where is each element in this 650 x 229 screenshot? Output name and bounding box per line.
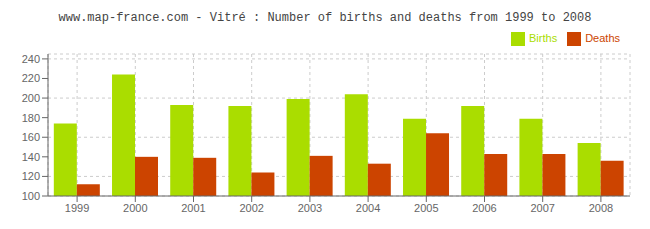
svg-text:180: 180	[22, 112, 40, 124]
svg-text:200: 200	[22, 92, 40, 104]
svg-text:160: 160	[22, 131, 40, 143]
svg-text:140: 140	[22, 151, 40, 163]
svg-text:2001: 2001	[181, 202, 205, 214]
svg-text:1999: 1999	[65, 202, 89, 214]
svg-text:2005: 2005	[414, 202, 438, 214]
svg-text:2003: 2003	[298, 202, 322, 214]
svg-text:2002: 2002	[239, 202, 263, 214]
svg-text:2004: 2004	[356, 202, 380, 214]
svg-text:120: 120	[22, 170, 40, 182]
svg-text:2000: 2000	[123, 202, 147, 214]
html-text:Births: Births	[529, 32, 558, 44]
svg-text:2008: 2008	[589, 202, 613, 214]
svg-text:100: 100	[22, 190, 40, 202]
html-text:www.map-france.com - Vitré : N: www.map-france.com - Vitré : Number of b…	[58, 11, 592, 25]
svg-text:2006: 2006	[472, 202, 496, 214]
svg-text:2007: 2007	[530, 202, 554, 214]
html-text:Deaths: Deaths	[585, 32, 620, 44]
svg-text:240: 240	[22, 53, 40, 65]
svg-text:220: 220	[22, 72, 40, 84]
